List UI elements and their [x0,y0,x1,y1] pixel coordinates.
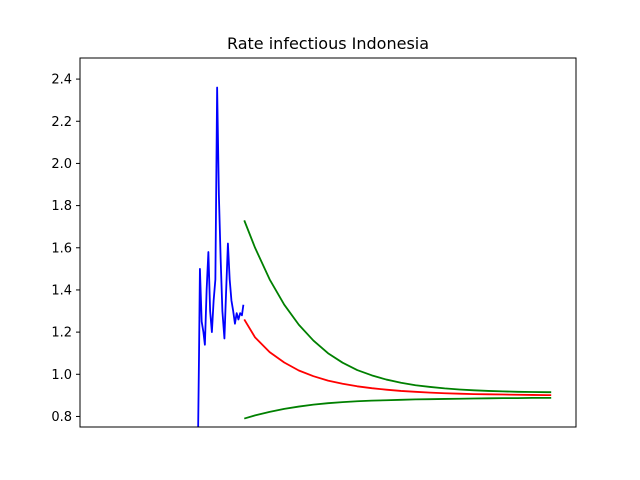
y-tick-label: 1.0 [51,368,72,383]
y-tick-label: 1.6 [51,241,72,256]
series-line-2 [243,318,552,397]
chart-title: Rate infectious Indonesia [227,34,429,53]
y-tick-label: 2.4 [51,73,72,88]
y-tick-label: 1.2 [51,326,72,341]
series-line-3 [243,220,552,394]
series-line-1 [197,86,245,427]
y-tick-label: 1.4 [51,283,72,298]
series-line-4 [244,396,552,420]
y-tick-label: 2.2 [51,115,72,130]
y-tick-label: 1.8 [51,199,72,214]
series-layer [197,86,552,427]
y-tick-label: 2.0 [51,157,72,172]
y-axis: 0.8 1.0 1.2 1.4 1.6 1.8 2.0 2.2 2.4 [51,73,80,425]
plot-frame [79,57,577,428]
y-tick-label: 0.8 [51,410,72,425]
